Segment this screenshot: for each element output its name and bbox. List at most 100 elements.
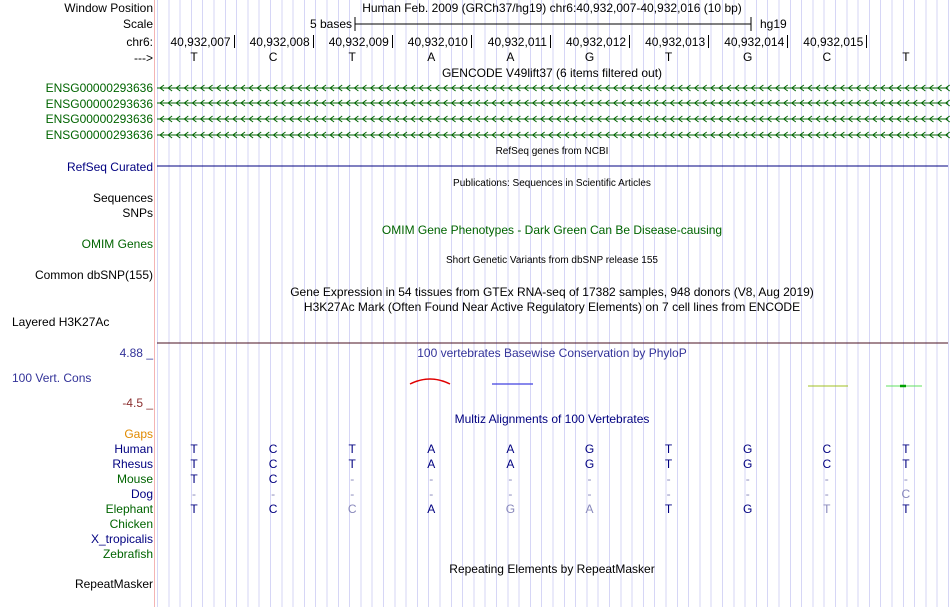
strand-arrows: [159, 115, 950, 123]
species-label[interactable]: X_tropicalis: [90, 532, 153, 546]
reference-base: T: [190, 50, 198, 64]
aligned-base: T: [902, 457, 910, 471]
reference-base: A: [506, 50, 515, 64]
gtex-title: Gene Expression in 54 tissues from GTEx …: [290, 285, 814, 299]
aligned-base: T: [902, 442, 910, 456]
species-label[interactable]: Dog: [130, 487, 153, 501]
species-label[interactable]: Zebrafish: [102, 547, 153, 561]
species-label[interactable]: Rhesus: [112, 457, 153, 471]
sequences-label[interactable]: Sequences: [92, 191, 153, 205]
aligned-base: -: [271, 487, 276, 501]
gencode-item[interactable]: ENSG00000293636: [45, 97, 153, 111]
repeat-title: Repeating Elements by RepeatMasker: [449, 562, 655, 576]
reference-base: T: [902, 50, 910, 64]
aligned-base: C: [268, 502, 278, 516]
species-label[interactable]: Mouse: [116, 472, 153, 486]
aligned-base: A: [427, 457, 436, 471]
label-separator: [154, 0, 155, 607]
aligned-base: T: [664, 502, 673, 516]
strand-arrows: [159, 99, 950, 107]
h3k27ac-title: H3K27Ac Mark (Often Found Near Active Re…: [303, 300, 801, 314]
aligned-base: -: [350, 472, 355, 486]
reference-base: G: [743, 50, 753, 64]
omim-label[interactable]: OMIM Genes: [81, 237, 153, 251]
ruler-position: 40,932,011: [487, 35, 547, 49]
window-position: Human Feb. 2009 (GRCh37/hg19) chr6:40,93…: [362, 1, 742, 15]
gencode-item[interactable]: ENSG00000293636: [45, 128, 153, 142]
scale-text: 5 bases: [309, 17, 352, 31]
aligned-base: -: [824, 487, 829, 501]
aligned-base: C: [901, 487, 911, 501]
dbsnp-title: Short Genetic Variants from dbSNP releas…: [446, 255, 658, 266]
aligned-base: C: [268, 442, 278, 456]
aligned-base: G: [743, 457, 753, 471]
aligned-base: T: [902, 502, 910, 516]
gencode-item[interactable]: ENSG00000293636: [45, 112, 153, 126]
aligned-base: -: [587, 472, 592, 486]
aligned-base: T: [190, 457, 198, 471]
snps-label[interactable]: SNPs: [122, 206, 153, 220]
assembly-label: hg19: [760, 17, 787, 31]
reference-base: C: [822, 50, 832, 64]
aligned-base: G: [743, 442, 753, 456]
aligned-base: -: [192, 487, 196, 501]
aligned-base: C: [822, 457, 832, 471]
aligned-base: C: [347, 502, 357, 516]
dbsnp-label[interactable]: Common dbSNP(155): [34, 268, 153, 282]
aligned-base: -: [429, 487, 434, 501]
species-label[interactable]: Chicken: [109, 517, 153, 531]
reference-base: G: [584, 50, 595, 64]
aligned-base: -: [666, 487, 671, 501]
refseq-label[interactable]: RefSeq Curated: [66, 160, 153, 174]
aligned-base: -: [903, 472, 908, 486]
strand-label: --->: [134, 51, 153, 65]
ruler-position: 40,932,009: [328, 35, 389, 49]
h3k27ac-label[interactable]: Layered H3K27Ac: [12, 315, 110, 329]
ruler-position: 40,932,013: [645, 35, 706, 49]
repeat-label[interactable]: RepeatMasker: [74, 577, 153, 591]
aligned-base: T: [190, 502, 198, 516]
refseq-title: RefSeq genes from NCBI: [495, 146, 609, 157]
reference-base: A: [427, 50, 436, 64]
gaps-label[interactable]: Gaps: [124, 427, 153, 441]
aligned-base: -: [429, 472, 434, 486]
aligned-base: C: [822, 442, 832, 456]
multiz-title: Multiz Alignments of 100 Vertebrates: [454, 412, 650, 426]
aligned-base: T: [190, 442, 198, 456]
aligned-base: G: [584, 442, 595, 456]
aligned-base: G: [505, 502, 516, 516]
ruler-position: 40,932,008: [249, 35, 310, 49]
pubs-title: Publications: Sequences in Scientific Ar…: [453, 178, 651, 189]
window-position-label: Window Position: [64, 1, 153, 15]
omim-title: OMIM Gene Phenotypes - Dark Green Can Be…: [381, 223, 723, 237]
gencode-title: GENCODE V49lift37 (6 items filtered out): [441, 66, 663, 80]
aligned-base: T: [664, 442, 673, 456]
aligned-base: G: [743, 502, 753, 516]
aligned-base: T: [664, 457, 673, 471]
cons-min: -4.5 _: [122, 396, 153, 410]
ruler-position: 40,932,010: [407, 35, 468, 49]
aligned-base: -: [824, 472, 829, 486]
aligned-base: A: [506, 457, 515, 471]
strand-arrows: [159, 84, 950, 92]
chrom-label: chr6:: [126, 35, 153, 49]
gencode-item[interactable]: ENSG00000293636: [45, 81, 153, 95]
aligned-base: -: [745, 472, 750, 486]
reference-base: C: [268, 50, 278, 64]
cons-title: 100 vertebrates Basewise Conservation by…: [417, 346, 687, 360]
strand-arrows: [159, 131, 950, 139]
aligned-base: T: [348, 457, 356, 471]
aligned-base: T: [823, 502, 831, 516]
aligned-base: -: [666, 472, 671, 486]
scale-label: Scale: [122, 17, 153, 31]
species-label[interactable]: Human: [114, 442, 153, 456]
cons-max: 4.88 _: [119, 346, 153, 360]
aligned-base: A: [585, 502, 594, 516]
aligned-base: -: [508, 472, 513, 486]
species-label[interactable]: Elephant: [105, 502, 153, 516]
aligned-base: G: [584, 457, 595, 471]
cons-label[interactable]: 100 Vert. Cons: [12, 371, 92, 385]
aligned-base: C: [268, 472, 278, 486]
cons-positive: [409, 378, 451, 385]
